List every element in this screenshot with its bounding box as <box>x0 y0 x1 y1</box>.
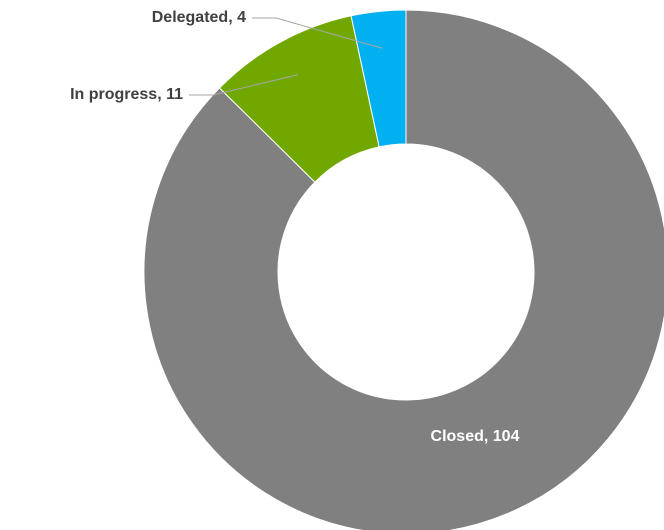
data-label: Delegated, 4 <box>152 9 246 26</box>
donut-slice <box>143 9 664 530</box>
leader-line <box>252 17 383 49</box>
data-label: Closed, 104 <box>431 428 520 445</box>
data-label: In progress, 11 <box>70 86 183 103</box>
donut-slice <box>350 9 407 148</box>
leader-line <box>189 74 298 96</box>
